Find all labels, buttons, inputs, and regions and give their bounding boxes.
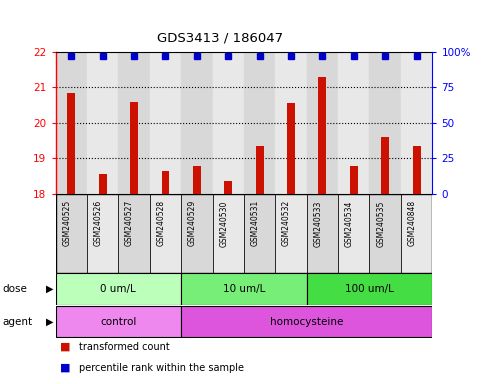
Bar [87,52,118,194]
Bar [224,182,232,194]
Bar [56,306,181,337]
Bar [56,52,87,194]
Text: ▶: ▶ [45,316,53,327]
Bar [307,52,338,194]
Bar [87,194,118,273]
Bar [275,52,307,194]
Bar [150,52,181,194]
Bar [369,52,401,194]
Bar [193,166,201,194]
Bar [244,194,275,273]
Bar [412,146,421,194]
Bar [401,194,432,273]
Bar [244,52,275,194]
Text: GSM240531: GSM240531 [251,200,260,247]
Text: agent: agent [2,316,32,327]
Bar [256,146,264,194]
Text: GSM240535: GSM240535 [376,200,385,247]
Bar [287,103,295,194]
Text: GSM240525: GSM240525 [62,200,71,247]
Bar [161,171,170,194]
Bar [118,194,150,273]
Text: homocysteine: homocysteine [270,316,343,327]
Text: ▶: ▶ [45,284,53,294]
Text: GSM240534: GSM240534 [345,200,354,247]
Bar [213,52,244,194]
Text: GSM240529: GSM240529 [188,200,197,247]
Bar [338,194,369,273]
Text: 100 um/L: 100 um/L [345,284,394,294]
Bar [369,194,401,273]
Text: ■: ■ [60,363,71,373]
Text: 10 um/L: 10 um/L [223,284,265,294]
Bar [307,273,432,305]
Bar [401,52,432,194]
Text: dose: dose [2,284,28,294]
Bar [67,93,75,194]
Text: GSM240528: GSM240528 [156,200,165,247]
Bar [307,194,338,273]
Bar [381,137,389,194]
Bar [181,273,307,305]
Bar [318,77,327,194]
Bar [150,194,181,273]
Bar [181,52,213,194]
Text: ■: ■ [60,342,71,352]
Bar [130,101,138,194]
Text: GSM240533: GSM240533 [313,200,323,247]
Text: transformed count: transformed count [79,342,170,352]
Text: percentile rank within the sample: percentile rank within the sample [79,363,244,373]
Bar [338,52,369,194]
Text: GSM240526: GSM240526 [94,200,103,247]
Text: GSM240532: GSM240532 [282,200,291,247]
Bar [213,194,244,273]
Bar [350,166,358,194]
Text: GSM240530: GSM240530 [219,200,228,247]
Bar [181,194,213,273]
Text: 0 um/L: 0 um/L [100,284,136,294]
Text: GDS3413 / 186047: GDS3413 / 186047 [156,31,283,44]
Text: GSM240527: GSM240527 [125,200,134,247]
Bar [56,273,181,305]
Bar [99,174,107,194]
Bar [56,194,87,273]
Bar [118,52,150,194]
Bar [275,194,307,273]
Text: GSM240848: GSM240848 [408,200,416,247]
Bar [181,306,432,337]
Text: control: control [100,316,137,327]
